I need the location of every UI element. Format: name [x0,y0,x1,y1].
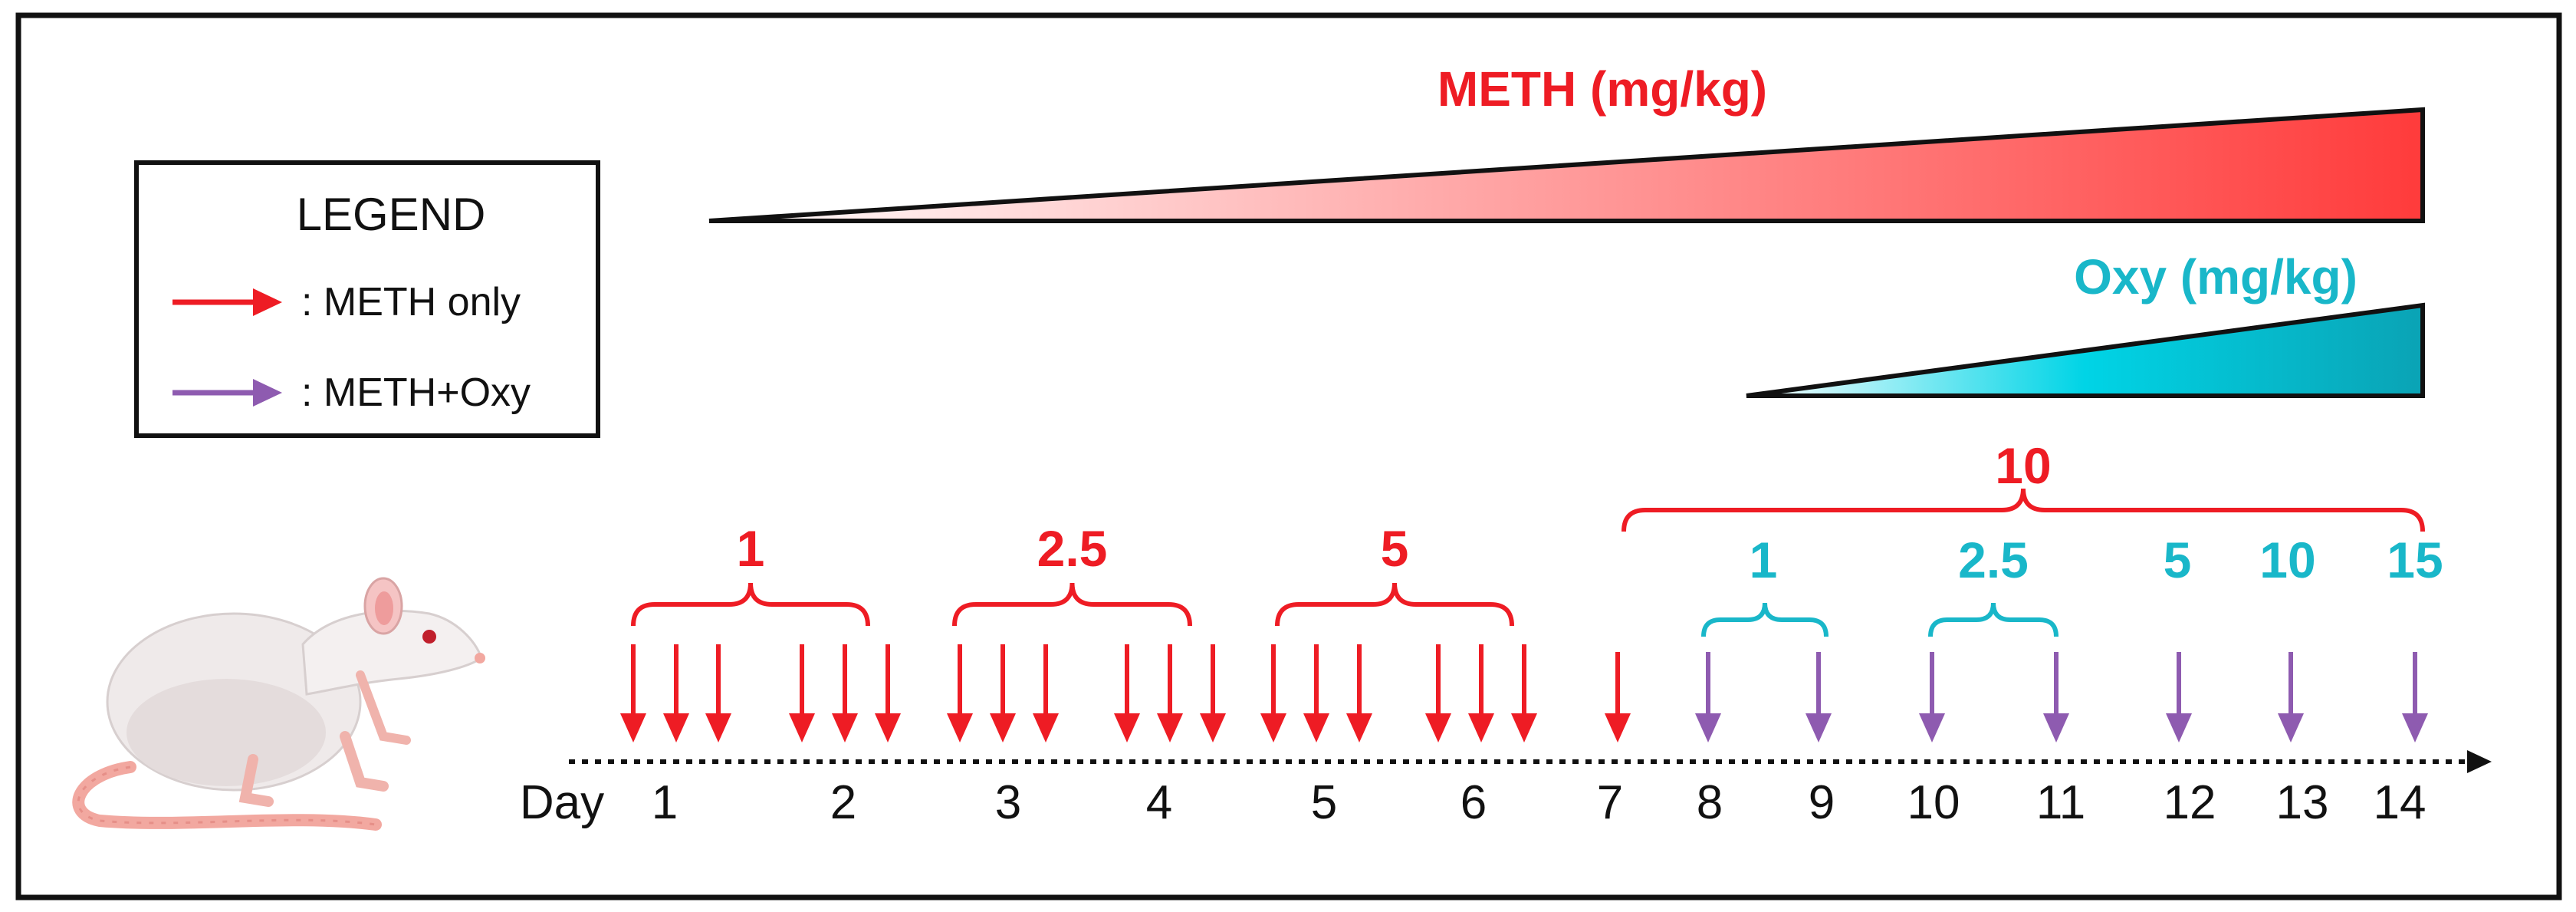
oxy-arrow-icon [2402,652,2428,742]
day-13-label: 13 [2276,776,2329,829]
timeline-arrowhead-icon [2467,750,2492,773]
oxy-dose-label: 1 [1750,532,1778,588]
meth-arrow-icon [1605,652,1631,742]
legend-item-meth-oxy: : METH+Oxy [301,370,531,415]
meth-arrow-icon [1157,644,1183,742]
day-7-label: 7 [1597,776,1623,829]
day-label: Day [520,776,604,829]
meth-dose-label: 1 [737,520,765,577]
day-14-label: 14 [2374,776,2426,829]
day-labels: 1 2 3 4 5 6 7 8 9 10 11 12 13 14 [652,776,2426,829]
day-6-label: 6 [1460,776,1487,829]
dose-brackets: 1 2.5 5 10 1 2.5 5 10 15 [631,437,2443,637]
figure-border [15,12,2562,900]
meth-dose-label: 2.5 [1037,520,1108,577]
legend-item-meth-only: : METH only [301,280,521,324]
meth-arrow-icon [990,644,1016,742]
day-3-label: 3 [995,776,1021,829]
legend-title: LEGEND [297,189,486,240]
oxy-dose-bracket [1701,602,1829,637]
day-8-label: 8 [1697,776,1723,829]
oxy-dose-label: 10 [2259,532,2315,588]
oxy-dose-label: 2.5 [1958,532,2029,588]
meth-arrow-icon [1468,644,1494,742]
oxy-arrow-icon [2278,652,2304,742]
oxy-dose-label: 15 [2387,532,2443,588]
meth-arrow-icon [1260,644,1286,742]
meth-arrow-icon [789,644,815,742]
oxy-arrow-icon [1919,652,1945,742]
dose-arrows [620,644,2428,742]
meth-arrow-icon [1425,644,1451,742]
day-9-label: 9 [1809,776,1835,829]
meth-dose-bracket [631,582,870,627]
meth-dose-bracket [1622,488,2425,532]
meth-arrow-icon [1303,644,1329,742]
legend-arrow-oxy-icon [172,379,282,407]
oxy-arrow-icon [2166,652,2192,742]
meth-dose-label: 10 [1995,437,2051,494]
meth-arrow-icon [1200,644,1226,742]
meth-arrow-icon [832,644,858,742]
legend: LEGEND : METH only : METH+Oxy [134,160,600,438]
day-4-label: 4 [1146,776,1172,829]
meth-arrow-icon [1114,644,1140,742]
meth-arrow-icon [875,644,901,742]
day-1-label: 1 [652,776,678,829]
meth-arrow-icon [947,644,973,742]
oxy-dose-label: 5 [2164,532,2192,588]
meth-dose-label: 5 [1381,520,1409,577]
meth-arrow-icon [620,644,646,742]
meth-arrow-icon [705,644,731,742]
meth-arrow-icon [1033,644,1059,742]
meth-arrow-icon [663,644,689,742]
legend-arrow-meth-icon [172,288,282,316]
day-11-label: 11 [2036,776,2085,829]
meth-ramp-wedge [708,107,2425,223]
day-2-label: 2 [830,776,856,829]
oxy-arrow-icon [2043,652,2069,742]
oxy-arrow-icon [1806,652,1832,742]
oxy-ramp-wedge [1746,302,2425,398]
meth-arrow-icon [1346,644,1372,742]
meth-dose-bracket [952,582,1192,627]
meth-ramp-label: METH (mg/kg) [1438,61,1767,117]
meth-dose-bracket [1275,582,1514,627]
rat-illustration [72,577,485,831]
day-10-label: 10 [1907,776,1960,829]
day-12-label: 12 [2164,776,2216,829]
oxy-dose-bracket [1928,602,2058,637]
day-5-label: 5 [1311,776,1337,829]
oxy-arrow-icon [1695,652,1721,742]
meth-arrow-icon [1511,644,1537,742]
oxy-ramp-label: Oxy (mg/kg) [2074,249,2358,305]
